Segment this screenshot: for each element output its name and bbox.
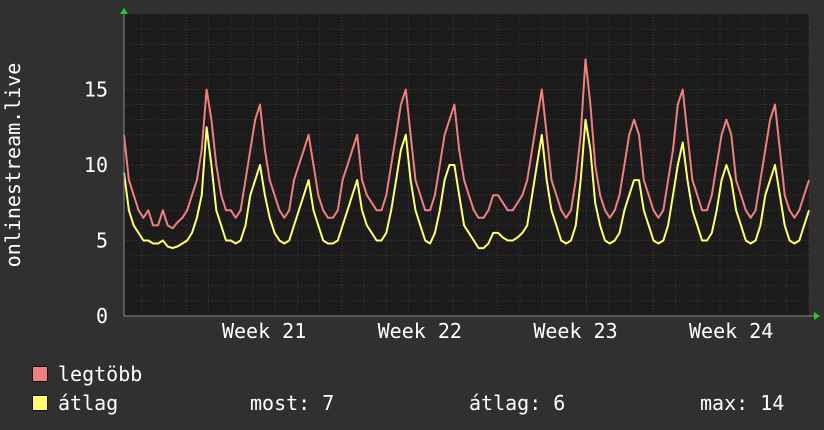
- y-axis-label: onlinestream.live: [1, 63, 25, 268]
- series-line-avg: [123, 118, 810, 250]
- y-ticks: 0 5 10 15: [84, 78, 108, 329]
- y-tick-label: 10: [84, 153, 108, 177]
- x-tick-label: Week 22: [378, 319, 462, 343]
- x-tick-label: Week 23: [533, 319, 617, 343]
- y-axis-arrow: [120, 8, 128, 14]
- y-tick-label: 0: [96, 304, 108, 328]
- stat-avg: átlag: 6: [469, 391, 566, 415]
- y-tick-label: 5: [96, 229, 108, 253]
- legend-max-label: legtöbb: [58, 362, 143, 386]
- series-line-max: [123, 58, 810, 230]
- grid: [124, 14, 810, 316]
- stat-now: most: 7: [250, 391, 335, 415]
- x-tick-label: Week 21: [222, 319, 306, 343]
- y-tick-label: 15: [84, 78, 108, 102]
- legend-avg-swatch: [32, 395, 48, 411]
- x-tick-label: Week 24: [689, 319, 773, 343]
- series-lines: [123, 58, 810, 250]
- legend-max-swatch: [32, 366, 48, 382]
- legend-avg-label: átlag: [58, 391, 119, 415]
- x-axis-arrow: [814, 312, 820, 320]
- stat-max: max: 14: [700, 391, 785, 415]
- x-ticks: Week 21 Week 22 Week 23 Week 24: [222, 319, 773, 343]
